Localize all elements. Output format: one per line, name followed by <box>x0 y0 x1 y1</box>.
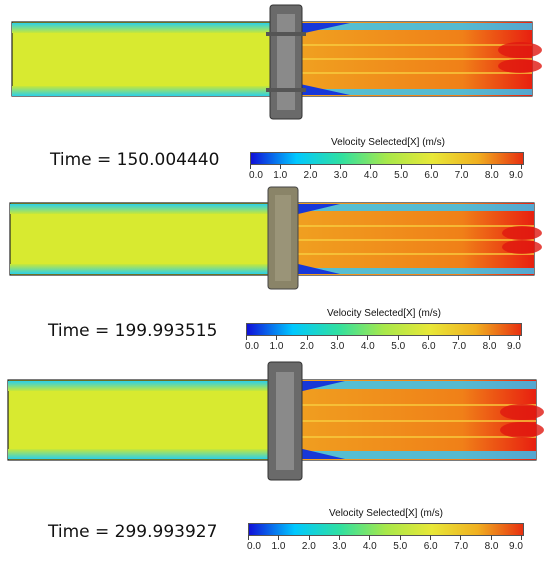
colorbar-tick <box>490 535 492 540</box>
colorbar-tick-label: 3.0 <box>330 341 345 352</box>
panel-2: Time = 199.993515 Velocity Selected[X] (… <box>0 185 550 370</box>
colorbar-tick-label: 4.0 <box>363 170 378 181</box>
colorbar-title-3: Velocity Selected[X] (m/s) <box>329 508 443 519</box>
colorbar-tick-label: 4.0 <box>362 541 377 552</box>
colorbar-tick-label: 3.0 <box>333 170 348 181</box>
colorbar-tick <box>246 335 247 340</box>
colorbar-tick-label: 2.0 <box>301 541 316 552</box>
colorbar-tick <box>339 535 340 540</box>
colorbar-tick <box>248 535 249 540</box>
colorbar-tick <box>430 164 432 169</box>
colorbar-tick <box>276 335 278 340</box>
colorbar-tick-label: 1.0 <box>269 341 284 352</box>
colorbar-tick-label: 5.0 <box>391 341 406 352</box>
colorbar-tick <box>337 335 338 340</box>
colorbar-tick <box>280 164 282 169</box>
colorbar-tick-label: 9.0 <box>509 170 523 181</box>
colorbar-tick-label: 5.0 <box>393 541 408 552</box>
colorbar-tick <box>399 535 401 540</box>
colorbar-tick-label: 8.0 <box>484 541 499 552</box>
colorbar-tick <box>310 164 312 169</box>
colorbar-tick <box>308 535 310 540</box>
colorbar-1 <box>250 152 524 165</box>
colorbar-tick <box>250 164 251 169</box>
panel-1: Time = 150.004440 Velocity Selected[X] (… <box>0 0 550 185</box>
colorbar-tick <box>397 335 399 340</box>
colorbar-tick-label: 5.0 <box>394 170 409 181</box>
colorbar-tick-labels-3: 0.0 1.0 2.0 3.0 4.0 5.0 6.0 7.0 8.0 9.0 <box>247 541 523 553</box>
colorbar-tick-label: 0.0 <box>247 541 261 552</box>
colorbar-tick <box>488 335 490 340</box>
colorbar-tick-label: 6.0 <box>421 341 436 352</box>
colorbar-tick <box>369 535 371 540</box>
velocity-field-2 <box>9 186 542 290</box>
colorbar-tick <box>428 335 429 340</box>
colorbar-tick <box>521 535 522 540</box>
colorbar-tick <box>519 335 520 340</box>
colorbar-tick-label: 8.0 <box>482 341 497 352</box>
time-label-3: Time = 299.993927 <box>48 522 218 542</box>
colorbar-ticks-3 <box>248 535 522 541</box>
colorbar-tick-label: 9.0 <box>507 341 521 352</box>
panel-3: Time = 299.993927 Velocity Selected[X] (… <box>0 360 550 564</box>
velocity-field-1 <box>11 4 542 120</box>
colorbar-tick-label: 1.0 <box>273 170 288 181</box>
colorbar-tick-label: 8.0 <box>484 170 499 181</box>
colorbar-tick <box>490 164 492 169</box>
colorbar-tick-label: 7.0 <box>454 541 469 552</box>
colorbar-ticks-2 <box>246 335 520 341</box>
colorbar-title-1: Velocity Selected[X] (m/s) <box>331 137 445 148</box>
colorbar-tick <box>340 164 342 169</box>
colorbar-tick-label: 7.0 <box>452 341 467 352</box>
colorbar-ticks-1 <box>250 164 522 170</box>
colorbar-tick-labels-2: 0.0 1.0 2.0 3.0 4.0 5.0 6.0 7.0 8.0 9.0 <box>245 341 521 353</box>
colorbar-tick <box>460 164 462 169</box>
colorbar-tick-label: 2.0 <box>299 341 314 352</box>
colorbar-tick <box>370 164 372 169</box>
colorbar-tick <box>521 164 522 169</box>
colorbar-tick <box>278 535 280 540</box>
colorbar-tick <box>400 164 402 169</box>
colorbar-tick <box>460 535 462 540</box>
velocity-field-3 <box>7 361 544 481</box>
time-label-2: Time = 199.993515 <box>48 321 218 341</box>
colorbar-tick-label: 7.0 <box>454 170 469 181</box>
colorbar-tick-label: 1.0 <box>271 541 286 552</box>
colorbar-tick-label: 0.0 <box>249 170 263 181</box>
colorbar-tick-label: 4.0 <box>360 341 375 352</box>
colorbar-3 <box>248 523 524 536</box>
colorbar-tick <box>367 335 369 340</box>
colorbar-tick <box>306 335 308 340</box>
time-label-1: Time = 150.004440 <box>50 150 220 170</box>
colorbar-tick-label: 2.0 <box>303 170 318 181</box>
colorbar-tick-labels-1: 0.0 1.0 2.0 3.0 4.0 5.0 6.0 7.0 8.0 9.0 <box>249 170 523 182</box>
colorbar-tick-label: 0.0 <box>245 341 259 352</box>
colorbar-tick <box>458 335 460 340</box>
colorbar-tick <box>430 535 431 540</box>
colorbar-tick-label: 3.0 <box>332 541 347 552</box>
colorbar-2 <box>246 323 522 336</box>
colorbar-tick-label: 9.0 <box>509 541 523 552</box>
colorbar-tick-label: 6.0 <box>423 541 438 552</box>
colorbar-tick-label: 6.0 <box>424 170 439 181</box>
colorbar-title-2: Velocity Selected[X] (m/s) <box>327 308 441 319</box>
